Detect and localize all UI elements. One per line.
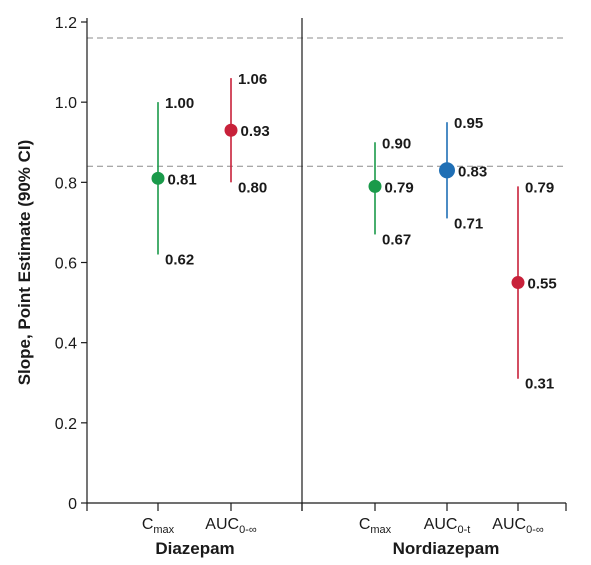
axes [81,18,567,511]
y-tick-label: 0 [68,496,77,513]
point-estimate [151,171,165,185]
y-tick-label: 1.2 [55,15,77,32]
lower-ci-label: 0.31 [525,376,554,393]
lower-ci-label: 0.71 [454,215,483,232]
lower-ci-label: 0.80 [238,179,267,196]
lower-ci-label: 0.62 [165,251,194,268]
data-marks [151,78,525,379]
upper-ci-label: 0.95 [454,115,483,132]
group-label: Nordiazepam [393,539,500,558]
y-tick-label: 0.8 [55,175,77,192]
point-label: 0.83 [458,163,487,180]
upper-ci-label: 0.90 [382,135,411,152]
point-estimate [511,276,525,290]
category-label: AUC0-∞ [205,516,256,536]
y-tick-label: 0.2 [55,416,77,433]
y-tick-label: 0.6 [55,256,77,273]
y-tick-label: 1.0 [55,95,77,112]
upper-ci-label: 1.00 [165,95,194,112]
group-label: Diazepam [155,539,234,558]
lower-ci-label: 0.67 [382,231,411,248]
point-label: 0.93 [241,123,270,140]
point-label: 0.81 [168,171,197,188]
point-estimate [368,179,382,193]
y-axis-title: Slope, Point Estimate (90% CI) [15,140,34,386]
point-estimate [439,162,455,179]
y-tick-label: 0.4 [55,336,77,353]
labels: 0 0.2 0.4 0.6 0.8 1.0 1.2 Slope, Point Estimate… [15,15,557,558]
upper-ci-label: 1.06 [238,71,267,88]
category-label: Cmax [359,516,392,536]
category-label: AUC0-t [424,516,471,536]
reference-lines [87,37,566,167]
category-label: Cmax [142,516,175,536]
point-label: 0.55 [528,276,557,293]
point-label: 0.79 [385,179,414,196]
point-estimate [224,123,238,137]
upper-ci-label: 0.79 [525,179,554,196]
category-label: AUC0-∞ [492,516,543,536]
